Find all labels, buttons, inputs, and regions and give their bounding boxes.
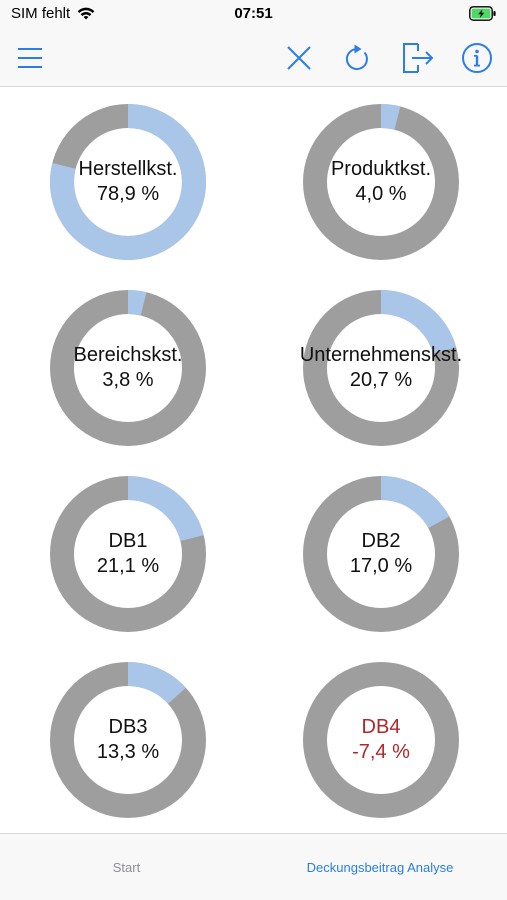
donut-chart-card: DB3 13,3 % bbox=[0, 645, 253, 831]
donut-label: Produktkst. 4,0 % bbox=[303, 104, 459, 260]
donut-svg bbox=[303, 476, 459, 632]
donut-percent-value: 4,0 % bbox=[355, 183, 407, 205]
tab-deckungsbeitrag-analyse[interactable]: Deckungsbeitrag Analyse bbox=[306, 860, 454, 875]
donut-value-arc bbox=[303, 476, 459, 632]
donut-chart-card: DB2 17,0 % bbox=[253, 459, 506, 645]
donut-percent-value: 3,8 % bbox=[102, 369, 154, 391]
donut-chart: DB2 17,0 % bbox=[303, 476, 459, 632]
donut-category-label: Herstellkst. bbox=[78, 158, 178, 180]
donut-value-arc bbox=[50, 104, 206, 260]
donut-chart: DB4 -7,4 % bbox=[303, 662, 459, 818]
donut-percent-value: 78,9 % bbox=[96, 183, 160, 205]
donut-chart: Produktkst. 4,0 % bbox=[303, 104, 459, 260]
donut-chart: Unternehmenskst. 20,7 % bbox=[299, 290, 463, 446]
wifi-icon bbox=[77, 7, 95, 20]
donut-chart-grid: Herstellkst. 78,9 % Produktkst. 4,0 % Bereic… bbox=[0, 87, 507, 833]
donut-svg bbox=[50, 476, 206, 632]
tab-start[interactable]: Start bbox=[112, 860, 141, 875]
donut-chart-card: Produktkst. 4,0 % bbox=[253, 87, 506, 273]
close-icon bbox=[287, 46, 311, 70]
donut-chart-card: Bereichskst. 3,8 % bbox=[0, 273, 253, 459]
donut-track bbox=[303, 662, 459, 818]
donut-percent-value: 20,7 % bbox=[349, 369, 413, 391]
donut-chart-card: DB1 21,1 % bbox=[0, 459, 253, 645]
donut-svg bbox=[303, 290, 459, 446]
export-icon bbox=[403, 43, 434, 73]
donut-label: Unternehmenskst. 20,7 % bbox=[299, 290, 463, 446]
donut-chart-card: DB4 -7,4 % bbox=[253, 645, 506, 831]
navigation-bar bbox=[0, 30, 507, 87]
donut-chart: DB3 13,3 % bbox=[50, 662, 206, 818]
donut-label: DB4 -7,4 % bbox=[303, 662, 459, 818]
donut-percent-value: -7,4 % bbox=[352, 741, 410, 763]
menu-button[interactable] bbox=[12, 40, 48, 76]
donut-chart-card: Herstellkst. 78,9 % bbox=[0, 87, 253, 273]
donut-chart: DB1 21,1 % bbox=[50, 476, 206, 632]
info-icon bbox=[462, 43, 492, 73]
close-button[interactable] bbox=[281, 40, 317, 76]
donut-svg bbox=[50, 662, 206, 818]
donut-chart-card: Unternehmenskst. 20,7 % bbox=[253, 273, 506, 459]
refresh-button[interactable] bbox=[339, 40, 375, 76]
battery-icon bbox=[469, 6, 497, 26]
donut-label: Bereichskst. 3,8 % bbox=[50, 290, 206, 446]
carrier-indicator: SIM fehlt bbox=[11, 5, 96, 22]
donut-value-arc bbox=[303, 290, 459, 446]
donut-value-arc bbox=[50, 476, 206, 632]
donut-category-label: DB1 bbox=[108, 530, 148, 552]
donut-label: DB1 21,1 % bbox=[50, 476, 206, 632]
donut-svg bbox=[50, 104, 206, 260]
donut-percent-value: 21,1 % bbox=[96, 555, 160, 577]
donut-label: DB2 17,0 % bbox=[303, 476, 459, 632]
donut-svg bbox=[50, 290, 206, 446]
donut-value-arc bbox=[303, 104, 459, 260]
donut-percent-value: 17,0 % bbox=[349, 555, 413, 577]
donut-category-label: DB2 bbox=[361, 530, 401, 552]
donut-category-label: DB3 bbox=[108, 716, 148, 738]
status-bar: SIM fehlt 07:51 bbox=[0, 0, 507, 30]
carrier-label: SIM fehlt bbox=[11, 5, 71, 22]
donut-value-arc bbox=[50, 290, 206, 446]
donut-percent-value: 13,3 % bbox=[96, 741, 160, 763]
donut-category-label: Unternehmenskst. bbox=[299, 344, 463, 366]
donut-value-arc bbox=[50, 662, 206, 818]
status-time: 07:51 bbox=[234, 5, 273, 22]
tab-bar: Start Deckungsbeitrag Analyse bbox=[0, 833, 507, 900]
donut-chart: Bereichskst. 3,8 % bbox=[50, 290, 206, 446]
donut-label: DB3 13,3 % bbox=[50, 662, 206, 818]
info-button[interactable] bbox=[459, 40, 495, 76]
donut-label: Herstellkst. 78,9 % bbox=[50, 104, 206, 260]
donut-category-label: Bereichskst. bbox=[73, 344, 183, 366]
donut-svg bbox=[303, 662, 459, 818]
refresh-icon bbox=[345, 44, 368, 71]
donut-chart: Herstellkst. 78,9 % bbox=[50, 104, 206, 260]
donut-category-label: Produktkst. bbox=[330, 158, 432, 180]
donut-category-label: DB4 bbox=[361, 716, 401, 738]
export-button[interactable] bbox=[400, 40, 436, 76]
menu-icon bbox=[18, 48, 42, 68]
donut-svg bbox=[303, 104, 459, 260]
